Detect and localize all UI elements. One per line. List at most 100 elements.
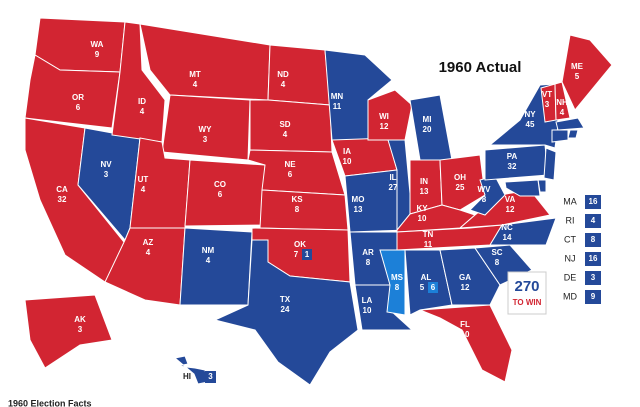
state[interactable] <box>213 239 359 386</box>
split-vote-box <box>302 249 312 260</box>
state-votes: 12 <box>506 205 515 214</box>
vote-box <box>205 371 216 383</box>
split-vote-box <box>428 282 438 293</box>
state-abbr: OK <box>294 240 306 249</box>
state-votes: 11 <box>333 102 342 111</box>
state[interactable] <box>354 284 414 331</box>
state-votes: 8 <box>395 283 400 292</box>
state-abbr: AZ <box>143 238 154 247</box>
split-votes: 1 <box>305 250 310 259</box>
state-abbr: AK <box>74 315 86 324</box>
state-abbr: WA <box>91 40 104 49</box>
state-votes: 12 <box>461 283 470 292</box>
small-vote-box[interactable] <box>585 271 601 285</box>
state-votes: 8 <box>482 195 487 204</box>
small-state-abbr: NJ <box>565 253 576 263</box>
small-state-votes: 9 <box>591 292 596 301</box>
state-votes: 8 <box>295 205 300 214</box>
state[interactable] <box>561 34 613 111</box>
state-votes: 6 <box>76 103 81 112</box>
small-vote-box[interactable] <box>585 290 601 304</box>
small-state-votes: 16 <box>589 197 598 206</box>
small-state[interactable] <box>551 129 569 143</box>
state-votes: 3 <box>104 170 109 179</box>
logo-box <box>507 271 547 315</box>
state-abbr: LA <box>362 296 373 305</box>
small-state[interactable] <box>504 179 541 197</box>
state-abbr: AR <box>362 248 374 257</box>
state-votes: 27 <box>389 183 398 192</box>
state-abbr: NC <box>501 223 513 232</box>
logo[interactable]: 270 TO WIN <box>507 271 547 315</box>
state-abbr: NE <box>284 160 296 169</box>
state-votes: 4 <box>560 108 565 117</box>
state-votes: 4 <box>206 256 211 265</box>
small-state-abbr: RI <box>566 215 575 225</box>
logo-text: TO WIN <box>513 298 542 307</box>
state-abbr: IN <box>420 177 428 186</box>
small-state[interactable] <box>543 147 557 181</box>
state-abbr: KS <box>291 195 303 204</box>
small-state[interactable] <box>567 129 579 139</box>
state[interactable] <box>489 217 557 246</box>
small-vote-box[interactable] <box>585 214 601 228</box>
state[interactable] <box>249 99 333 153</box>
state-abbr: CO <box>214 180 226 189</box>
state[interactable] <box>259 189 349 231</box>
state[interactable] <box>379 249 406 316</box>
small-state[interactable] <box>555 117 585 131</box>
state-votes: 10 <box>418 214 427 223</box>
state-abbr: CA <box>56 185 68 194</box>
state-votes: 25 <box>456 183 465 192</box>
footer: 1960 Election Facts <box>8 398 92 407</box>
state[interactable] <box>554 81 571 121</box>
state[interactable] <box>24 54 121 129</box>
state[interactable] <box>179 227 253 306</box>
state[interactable] <box>24 294 113 369</box>
state-abbr: VT <box>542 90 552 99</box>
state-abbr: MN <box>331 92 344 101</box>
state-votes: 4 <box>193 80 198 89</box>
state-abbr: NV <box>100 160 112 169</box>
state-abbr: NY <box>524 110 536 119</box>
state[interactable] <box>139 23 271 101</box>
state-votes: 3 <box>203 135 208 144</box>
state-abbr: TX <box>280 295 291 304</box>
state-abbr: AL <box>421 273 432 282</box>
state[interactable] <box>111 21 166 143</box>
state-abbr: MT <box>189 70 201 79</box>
state[interactable] <box>184 159 266 227</box>
state-abbr: NH <box>556 98 568 107</box>
state-votes: 10 <box>343 157 352 166</box>
state[interactable] <box>484 144 549 181</box>
state-votes: 7 <box>294 250 299 259</box>
small-vote-box[interactable] <box>585 252 601 266</box>
small-vote-box[interactable] <box>585 195 601 209</box>
state-abbr: HI <box>183 372 191 381</box>
state-votes: 6 <box>218 190 223 199</box>
small-state-abbr: MD <box>563 291 577 301</box>
state-votes: 32 <box>508 162 517 171</box>
state-votes: 8 <box>495 258 500 267</box>
state-abbr: WI <box>379 112 389 121</box>
state-abbr: OR <box>72 93 84 102</box>
state-votes: 11 <box>424 240 433 249</box>
state-votes: 3 <box>545 100 550 109</box>
state-votes: 6 <box>288 170 293 179</box>
state-abbr: ND <box>277 70 289 79</box>
state-abbr: MO <box>352 195 365 204</box>
state-votes: 8 <box>366 258 371 267</box>
state[interactable] <box>439 154 486 211</box>
state-abbr: GA <box>459 273 471 282</box>
state[interactable] <box>173 355 209 385</box>
state-abbr: NM <box>202 246 215 255</box>
small-vote-box[interactable] <box>585 233 601 247</box>
state[interactable] <box>367 89 413 141</box>
state-abbr: FL <box>460 320 470 329</box>
small-state-votes: 3 <box>591 273 596 282</box>
state-votes: 4 <box>140 107 145 116</box>
state[interactable] <box>439 247 501 306</box>
state[interactable] <box>419 304 513 383</box>
